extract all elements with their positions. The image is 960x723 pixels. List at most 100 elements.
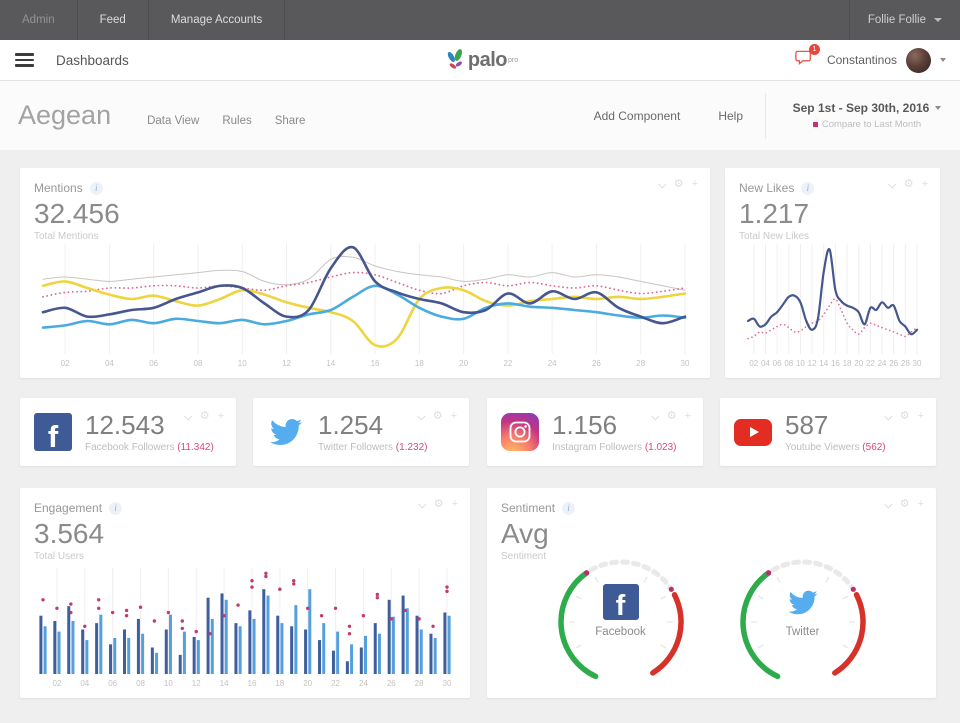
user-menu-chevron-icon[interactable]	[940, 58, 946, 62]
collapse-icon[interactable]	[887, 179, 897, 189]
gauge-arc	[735, 554, 871, 695]
facebook-icon: f	[34, 413, 72, 451]
collapse-icon[interactable]	[883, 499, 893, 509]
info-icon[interactable]: i	[89, 181, 103, 195]
instagram-followers-previous: (1.023)	[644, 441, 677, 453]
dashboard-links: Data View Rules Share	[147, 115, 305, 127]
page-title: Aegean	[18, 100, 112, 130]
card-title: Mentions	[34, 181, 83, 195]
expand-icon[interactable]: +	[451, 498, 458, 510]
svg-text:28: 28	[415, 679, 424, 688]
tab-admin[interactable]: Admin	[0, 0, 78, 40]
svg-text:22: 22	[866, 359, 875, 368]
collapse-icon[interactable]	[883, 411, 893, 421]
instagram-icon	[501, 413, 539, 451]
expand-icon[interactable]: +	[450, 410, 457, 422]
svg-text:08: 08	[784, 359, 793, 368]
date-range-picker[interactable]: Sep 1st - Sep 30th, 2016 Compare to Last…	[788, 101, 946, 130]
svg-text:26: 26	[889, 359, 898, 368]
svg-text:24: 24	[878, 359, 887, 368]
facebook-followers-previous: (11.342)	[177, 441, 214, 453]
add-component-button[interactable]: Add Component	[593, 108, 681, 123]
gauge-label: Facebook	[595, 626, 646, 638]
new-likes-total: 1.217	[739, 198, 810, 229]
date-range-value: Sep 1st - Sep 30th, 2016	[792, 101, 930, 115]
svg-text:18: 18	[415, 359, 424, 368]
notifications-button[interactable]: 1	[795, 44, 820, 71]
menu-icon[interactable]	[15, 50, 34, 70]
instagram-followers-value: 1.156	[552, 409, 618, 440]
svg-text:18: 18	[843, 359, 852, 368]
info-icon[interactable]: i	[562, 501, 576, 515]
svg-text:16: 16	[371, 359, 380, 368]
expand-icon[interactable]: +	[921, 178, 928, 190]
svg-text:06: 06	[773, 359, 782, 368]
sentiment-gauges: f Facebook Twitter	[487, 554, 936, 690]
collapse-icon[interactable]	[183, 411, 193, 421]
expand-icon[interactable]: +	[917, 498, 924, 510]
settings-icon[interactable]: ⚙	[666, 410, 677, 422]
gauge-label: Twitter	[785, 626, 820, 638]
twitter-followers-label: Twitter Followers	[318, 441, 394, 453]
settings-icon[interactable]: ⚙	[899, 498, 910, 510]
expand-icon[interactable]: +	[684, 410, 691, 422]
svg-text:10: 10	[796, 359, 805, 368]
mentions-card: Mentions i ⚙ + 32.456 Total Mentions 02 0…	[20, 168, 710, 378]
tab-manage-accounts[interactable]: Manage Accounts	[149, 0, 286, 40]
collapse-icon[interactable]	[657, 179, 667, 189]
tab-feed[interactable]: Feed	[78, 0, 149, 40]
settings-icon[interactable]: ⚙	[432, 410, 443, 422]
svg-text:12: 12	[808, 359, 817, 368]
svg-text:08: 08	[136, 679, 145, 688]
info-icon[interactable]: i	[801, 181, 815, 195]
user-area: 1 Constantinos	[795, 44, 946, 73]
palo-logo[interactable]: palo pro	[442, 47, 518, 73]
svg-text:06: 06	[149, 359, 158, 368]
svg-text:10: 10	[238, 359, 247, 368]
link-rules[interactable]: Rules	[222, 114, 252, 127]
svg-text:30: 30	[681, 359, 690, 368]
engagement-sublabel: Total Users	[34, 550, 85, 562]
svg-text:20: 20	[854, 359, 863, 368]
avatar[interactable]	[906, 47, 931, 73]
twitter-icon	[784, 584, 822, 620]
facebook-followers-card: f 12.543 Facebook Followers (11.342) ⚙ +	[20, 398, 236, 466]
sentiment-avg: Avg	[501, 518, 549, 549]
settings-icon[interactable]: ⚙	[903, 178, 914, 190]
link-data-view[interactable]: Data View	[147, 114, 200, 127]
compare-dot-icon	[812, 122, 818, 127]
svg-text:16: 16	[248, 679, 257, 688]
account-switcher[interactable]: Follie Follie	[848, 0, 960, 40]
expand-icon[interactable]: +	[217, 410, 224, 422]
nav-dashboards[interactable]: Dashboards	[56, 52, 129, 68]
instagram-followers-card: 1.156 Instagram Followers (1.023) ⚙ +	[487, 398, 703, 466]
collapse-icon[interactable]	[417, 499, 427, 509]
collapse-icon[interactable]	[416, 411, 426, 421]
help-button[interactable]: Help	[718, 108, 743, 123]
settings-icon[interactable]: ⚙	[199, 410, 210, 422]
logo-text: palo	[467, 48, 508, 71]
expand-icon[interactable]: +	[917, 410, 924, 422]
settings-icon[interactable]: ⚙	[899, 410, 910, 422]
svg-text:14: 14	[819, 359, 828, 368]
mentions-sublabel: Total Mentions	[34, 230, 99, 242]
svg-text:26: 26	[387, 679, 396, 688]
svg-text:22: 22	[503, 359, 512, 368]
settings-icon[interactable]: ⚙	[673, 178, 684, 190]
collapse-icon[interactable]	[650, 411, 660, 421]
mentions-chart: 02 04 06 08 10 12 14 16 18 20 22 24 26 28 30	[33, 238, 695, 375]
youtube-viewers-card: 587 Youtube Viewers (562) ⚙ +	[720, 398, 936, 466]
youtube-icon	[734, 418, 772, 446]
facebook-sentiment-gauge: f Facebook	[553, 554, 689, 690]
link-share[interactable]: Share	[274, 114, 306, 127]
info-icon[interactable]: i	[109, 501, 123, 515]
sentiment-sublabel: Sentiment	[501, 550, 547, 562]
settings-icon[interactable]: ⚙	[433, 498, 444, 510]
expand-icon[interactable]: +	[691, 178, 698, 190]
svg-text:20: 20	[459, 359, 468, 368]
svg-text:02: 02	[52, 679, 61, 688]
divider	[765, 92, 766, 139]
gauge-arc	[553, 554, 689, 695]
chevron-down-icon	[934, 18, 942, 22]
compare-label: Compare to Last Month	[821, 119, 922, 130]
